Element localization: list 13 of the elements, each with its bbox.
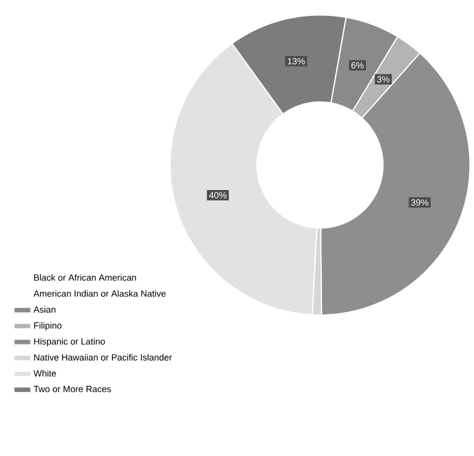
legend-label: Filipino: [34, 322, 62, 330]
legend-label: Native Hawaiian or Pacific Islander: [34, 354, 172, 361]
legend-label: Hispanic or Latino: [34, 338, 105, 346]
legend-label: Two or More Races: [34, 386, 111, 392]
data-label: 6%: [351, 62, 364, 68]
data-label: 3%: [377, 76, 390, 83]
data-label: 13%: [288, 58, 305, 64]
category-label: Black or African American: [34, 274, 136, 281]
data-label: 39%: [411, 199, 428, 206]
data-label: 40%: [209, 192, 227, 198]
legend-label: White: [34, 370, 56, 377]
category-label: American Indian or Alaska Native: [34, 290, 166, 297]
legend-label: Asian: [34, 306, 56, 313]
